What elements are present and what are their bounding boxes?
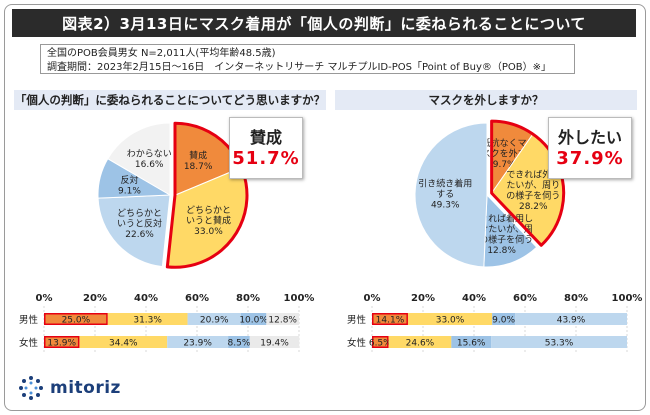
left-bar-value-0-0: 25.0% (62, 316, 91, 326)
right-pie-slice-2 (483, 193, 538, 268)
left-bar-segment-1-3 (228, 336, 250, 348)
right-bar-highlight-1 (372, 336, 389, 348)
left-pie-slice-2 (97, 194, 171, 268)
left-bar-value-1-3: 8.5% (228, 339, 251, 349)
right-bar-segment-1-3 (491, 336, 627, 348)
right-bar-value-1-3: 53.3% (545, 339, 574, 349)
left-bar-segment-1-2 (167, 336, 229, 348)
left-bar-tick-2: 40% (134, 293, 158, 304)
right-bar-segment-0-3 (515, 313, 627, 325)
right-pie-slice-3 (414, 122, 488, 268)
left-bar-segment-0-2 (187, 313, 241, 325)
left-bar-highlight-0 (44, 313, 108, 325)
left-bar-tick-5: 100% (284, 293, 315, 304)
left-pie-highlight-outline (165, 121, 249, 269)
right-bar-value-1-1: 24.6% (406, 339, 435, 349)
right-bar-tick-4: 80% (564, 293, 588, 304)
left-callout: 賛成 51.7% (229, 117, 303, 179)
survey-info-line-2: 調査期間：2023年2月15日～16日 インターネットリサーチ マルチプルID-… (47, 62, 552, 73)
left-callout-label: 賛成 (249, 128, 282, 147)
left-bar-segment-1-1 (79, 336, 168, 348)
left-bar-value-0-1: 31.3% (133, 316, 162, 326)
left-pie-slice-label-3: 反対 9.1% (118, 174, 141, 197)
dotted-circle-icon (19, 376, 43, 400)
right-bar-value-0-1: 33.0% (436, 316, 465, 326)
right-bar-segment-0-0 (372, 313, 408, 325)
left-bar-segment-1-4 (249, 336, 300, 348)
left-bar-segment-1-0 (44, 336, 80, 348)
left-pie-slice-label-1: どちらかというと賛成 33.0% (186, 205, 231, 237)
right-bar-value-0-2: 9.0% (492, 316, 515, 326)
survey-info-line-1: 全国のPOB会員男女 N=2,011人(平均年齢48.5歳) (47, 48, 276, 59)
left-bar-segment-0-3 (240, 313, 267, 325)
right-bar-tick-0: 0% (364, 293, 381, 304)
left-bar-value-1-4: 19.4% (260, 339, 289, 349)
right-callout-value: 37.9% (556, 148, 624, 169)
right-bar-segment-1-2 (451, 336, 492, 348)
right-bar-value-1-0: 6.5% (369, 339, 392, 349)
left-bar-segment-0-4 (266, 313, 299, 325)
right-bar-segment-1-0 (372, 336, 389, 348)
left-bar-tick-0: 0% (36, 293, 53, 304)
right-bar-category-0: 男性 (347, 314, 367, 326)
page-title: 図表2）3月13日にマスク着用が「個人の判断」に委ねられることについて (12, 9, 636, 37)
left-bar-tick-3: 60% (185, 293, 209, 304)
left-bar-category-1: 女性 (19, 337, 39, 349)
left-bar-category-0: 男性 (19, 314, 39, 326)
right-pie-slice-label-3: 引き続き着用する 49.3% (418, 178, 472, 211)
left-bar-tick-4: 80% (236, 293, 260, 304)
right-bar-segment-0-2 (492, 313, 516, 325)
right-bar-value-0-0: 14.1% (376, 316, 405, 326)
logo: mitoriz (18, 375, 121, 401)
right-chart-title: マスクを外しますか？ (335, 90, 637, 110)
right-bar-category-1: 女性 (347, 337, 367, 349)
right-callout-label: 外したい (557, 128, 622, 147)
left-pie-slice-label-0: 賛成 18.7% (184, 149, 213, 172)
left-bar-value-1-0: 13.9% (47, 339, 76, 349)
right-bar-tick-2: 40% (462, 293, 486, 304)
left-chart-title: 「個人の判断」に委ねられることについてどう思いますか？ (14, 90, 326, 110)
right-bar-value-0-3: 43.9% (557, 316, 586, 326)
left-pie-slice-label-4: わからない 16.6% (127, 149, 172, 171)
left-bar-value-0-4: 12.8% (268, 316, 297, 326)
right-callout: 外したい 37.9% (548, 117, 632, 179)
left-bar-value-0-3: 10.0% (239, 316, 268, 326)
left-bar-value-1-1: 34.4% (109, 339, 138, 349)
right-bar-value-1-2: 15.6% (457, 339, 486, 349)
logo-text: mitoriz (50, 378, 121, 398)
left-bar-value-0-2: 20.9% (200, 316, 229, 326)
left-bar-value-1-2: 23.9% (183, 339, 212, 349)
left-pie-slice-4 (107, 122, 171, 196)
survey-info: 全国のPOB会員男女 N=2,011人(平均年齢48.5歳) 調査期間：2023… (40, 44, 575, 74)
left-bar-highlight-1 (44, 336, 80, 348)
right-bar-tick-1: 20% (411, 293, 435, 304)
right-pie-slice-label-1: できれば外したいが、周りの様子を伺う 28.2% (506, 168, 560, 212)
right-bar-segment-0-1 (407, 313, 493, 325)
left-bar-segment-0-1 (107, 313, 188, 325)
left-pie-slice-label-2: どちらかというと反対 22.6% (117, 208, 162, 240)
right-bar-tick-5: 100% (612, 293, 643, 304)
right-bar-tick-3: 60% (513, 293, 537, 304)
left-bar-tick-1: 20% (83, 293, 107, 304)
right-bar-segment-1-1 (388, 336, 452, 348)
right-bar-highlight-0 (372, 313, 408, 325)
left-callout-value: 51.7% (232, 148, 300, 169)
left-bar-segment-0-0 (44, 313, 108, 325)
